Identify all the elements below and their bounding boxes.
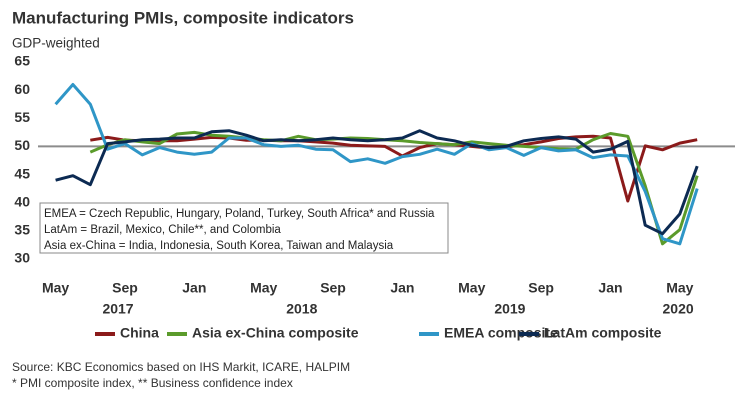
year-label: 2019 <box>494 301 525 317</box>
x-tick-label: May <box>42 280 69 296</box>
note-text: EMEA = Czech Republic, Hungary, Poland, … <box>44 208 435 220</box>
year-label: 2018 <box>286 301 317 317</box>
x-tick-label: Sep <box>528 280 554 296</box>
year-label: 2017 <box>102 301 133 317</box>
legend-label: EMEA composite <box>444 325 558 341</box>
x-tick-label: Jan <box>598 280 622 296</box>
x-tick-label: Sep <box>112 280 138 296</box>
legend-label: Asia ex-China composite <box>192 325 359 341</box>
y-tick-label: 50 <box>14 137 30 153</box>
y-tick-label: 60 <box>14 81 30 97</box>
chart-title: Manufacturing PMIs, composite indicators <box>12 8 354 27</box>
x-tick-label: May <box>250 280 277 296</box>
source-text: Source: KBC Economics based on IHS Marki… <box>12 360 350 374</box>
y-tick-label: 45 <box>14 165 30 181</box>
x-tick-label: May <box>666 280 693 296</box>
chart-subtitle: GDP-weighted <box>12 36 100 51</box>
series-line <box>55 129 699 236</box>
note-box <box>39 202 449 254</box>
series-line <box>54 83 699 246</box>
year-label: 2020 <box>663 301 694 317</box>
legend-label: China <box>120 325 159 341</box>
y-tick-label: 35 <box>14 222 30 238</box>
x-tick-label: Jan <box>182 280 206 296</box>
legend-label: LatAm composite <box>544 325 662 341</box>
y-tick-label: 30 <box>14 250 30 266</box>
source-text: * PMI composite index, ** Business confi… <box>12 376 293 390</box>
y-tick-label: 65 <box>14 53 30 69</box>
note-text: Asia ex-China = India, Indonesia, South … <box>44 240 394 252</box>
y-tick-label: 55 <box>14 109 30 125</box>
note-text: LatAm = Brazil, Mexico, Chile**, and Col… <box>44 224 281 236</box>
y-tick-label: 40 <box>14 193 30 209</box>
x-tick-label: Sep <box>320 280 346 296</box>
x-tick-label: May <box>458 280 485 296</box>
x-tick-label: Jan <box>390 280 414 296</box>
